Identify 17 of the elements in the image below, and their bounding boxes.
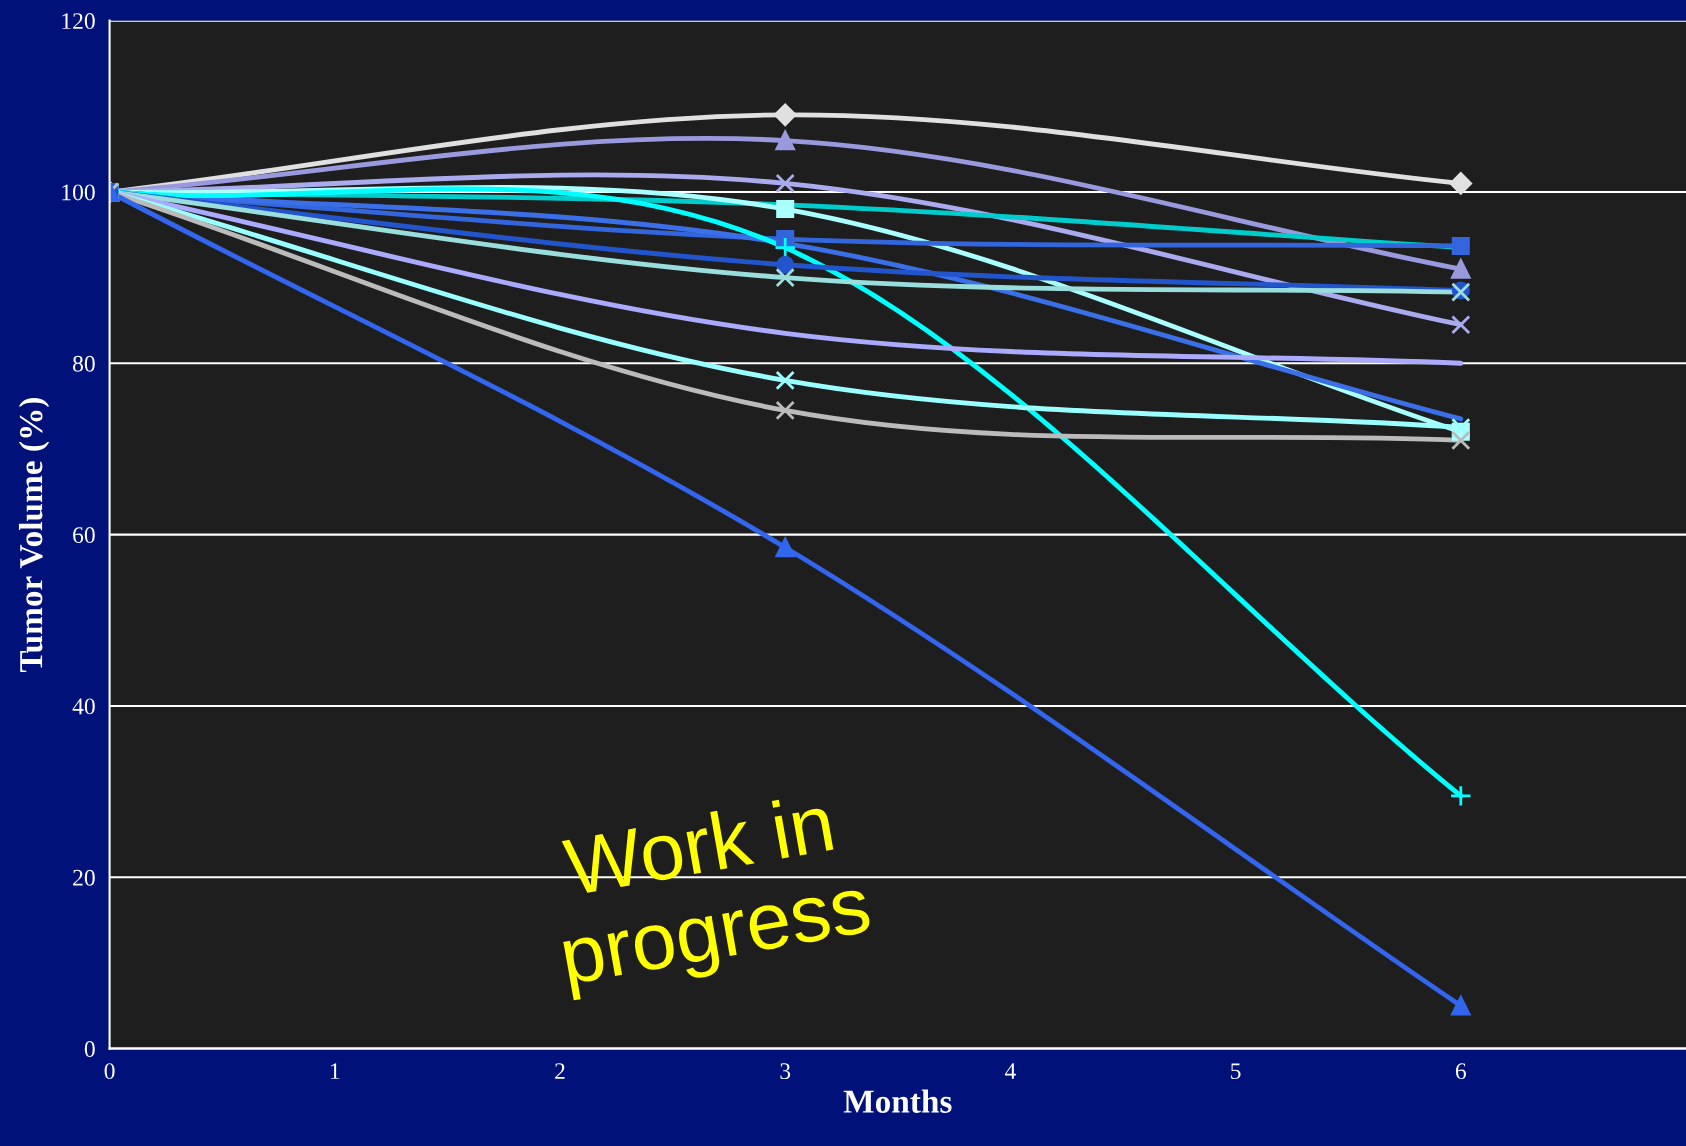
y-tick-label: 80 (72, 355, 95, 372)
y-axis-title: Tumor Volume (%) (18, 398, 50, 673)
x-tick-label: 2 (555, 1063, 565, 1079)
x-tick-label: 6 (1455, 1063, 1466, 1080)
x-tick-label: 5 (1231, 1063, 1241, 1080)
y-tick-label: 0 (84, 1041, 95, 1058)
y-tick-label: 20 (73, 869, 95, 886)
y-tick-label: 40 (72, 698, 95, 715)
y-tick-label: 100 (62, 184, 95, 201)
x-tick-label: 4 (1004, 1063, 1016, 1079)
x-tick-label: 3 (780, 1063, 791, 1080)
annotation: Work in progress (561, 792, 875, 1001)
x-axis-title: Months (843, 1089, 952, 1113)
x-tick-label: 1 (330, 1063, 340, 1079)
y-tick-label: 60 (73, 527, 95, 544)
x-tick-label: 0 (104, 1063, 115, 1080)
y-tick-label: 120 (62, 13, 95, 30)
